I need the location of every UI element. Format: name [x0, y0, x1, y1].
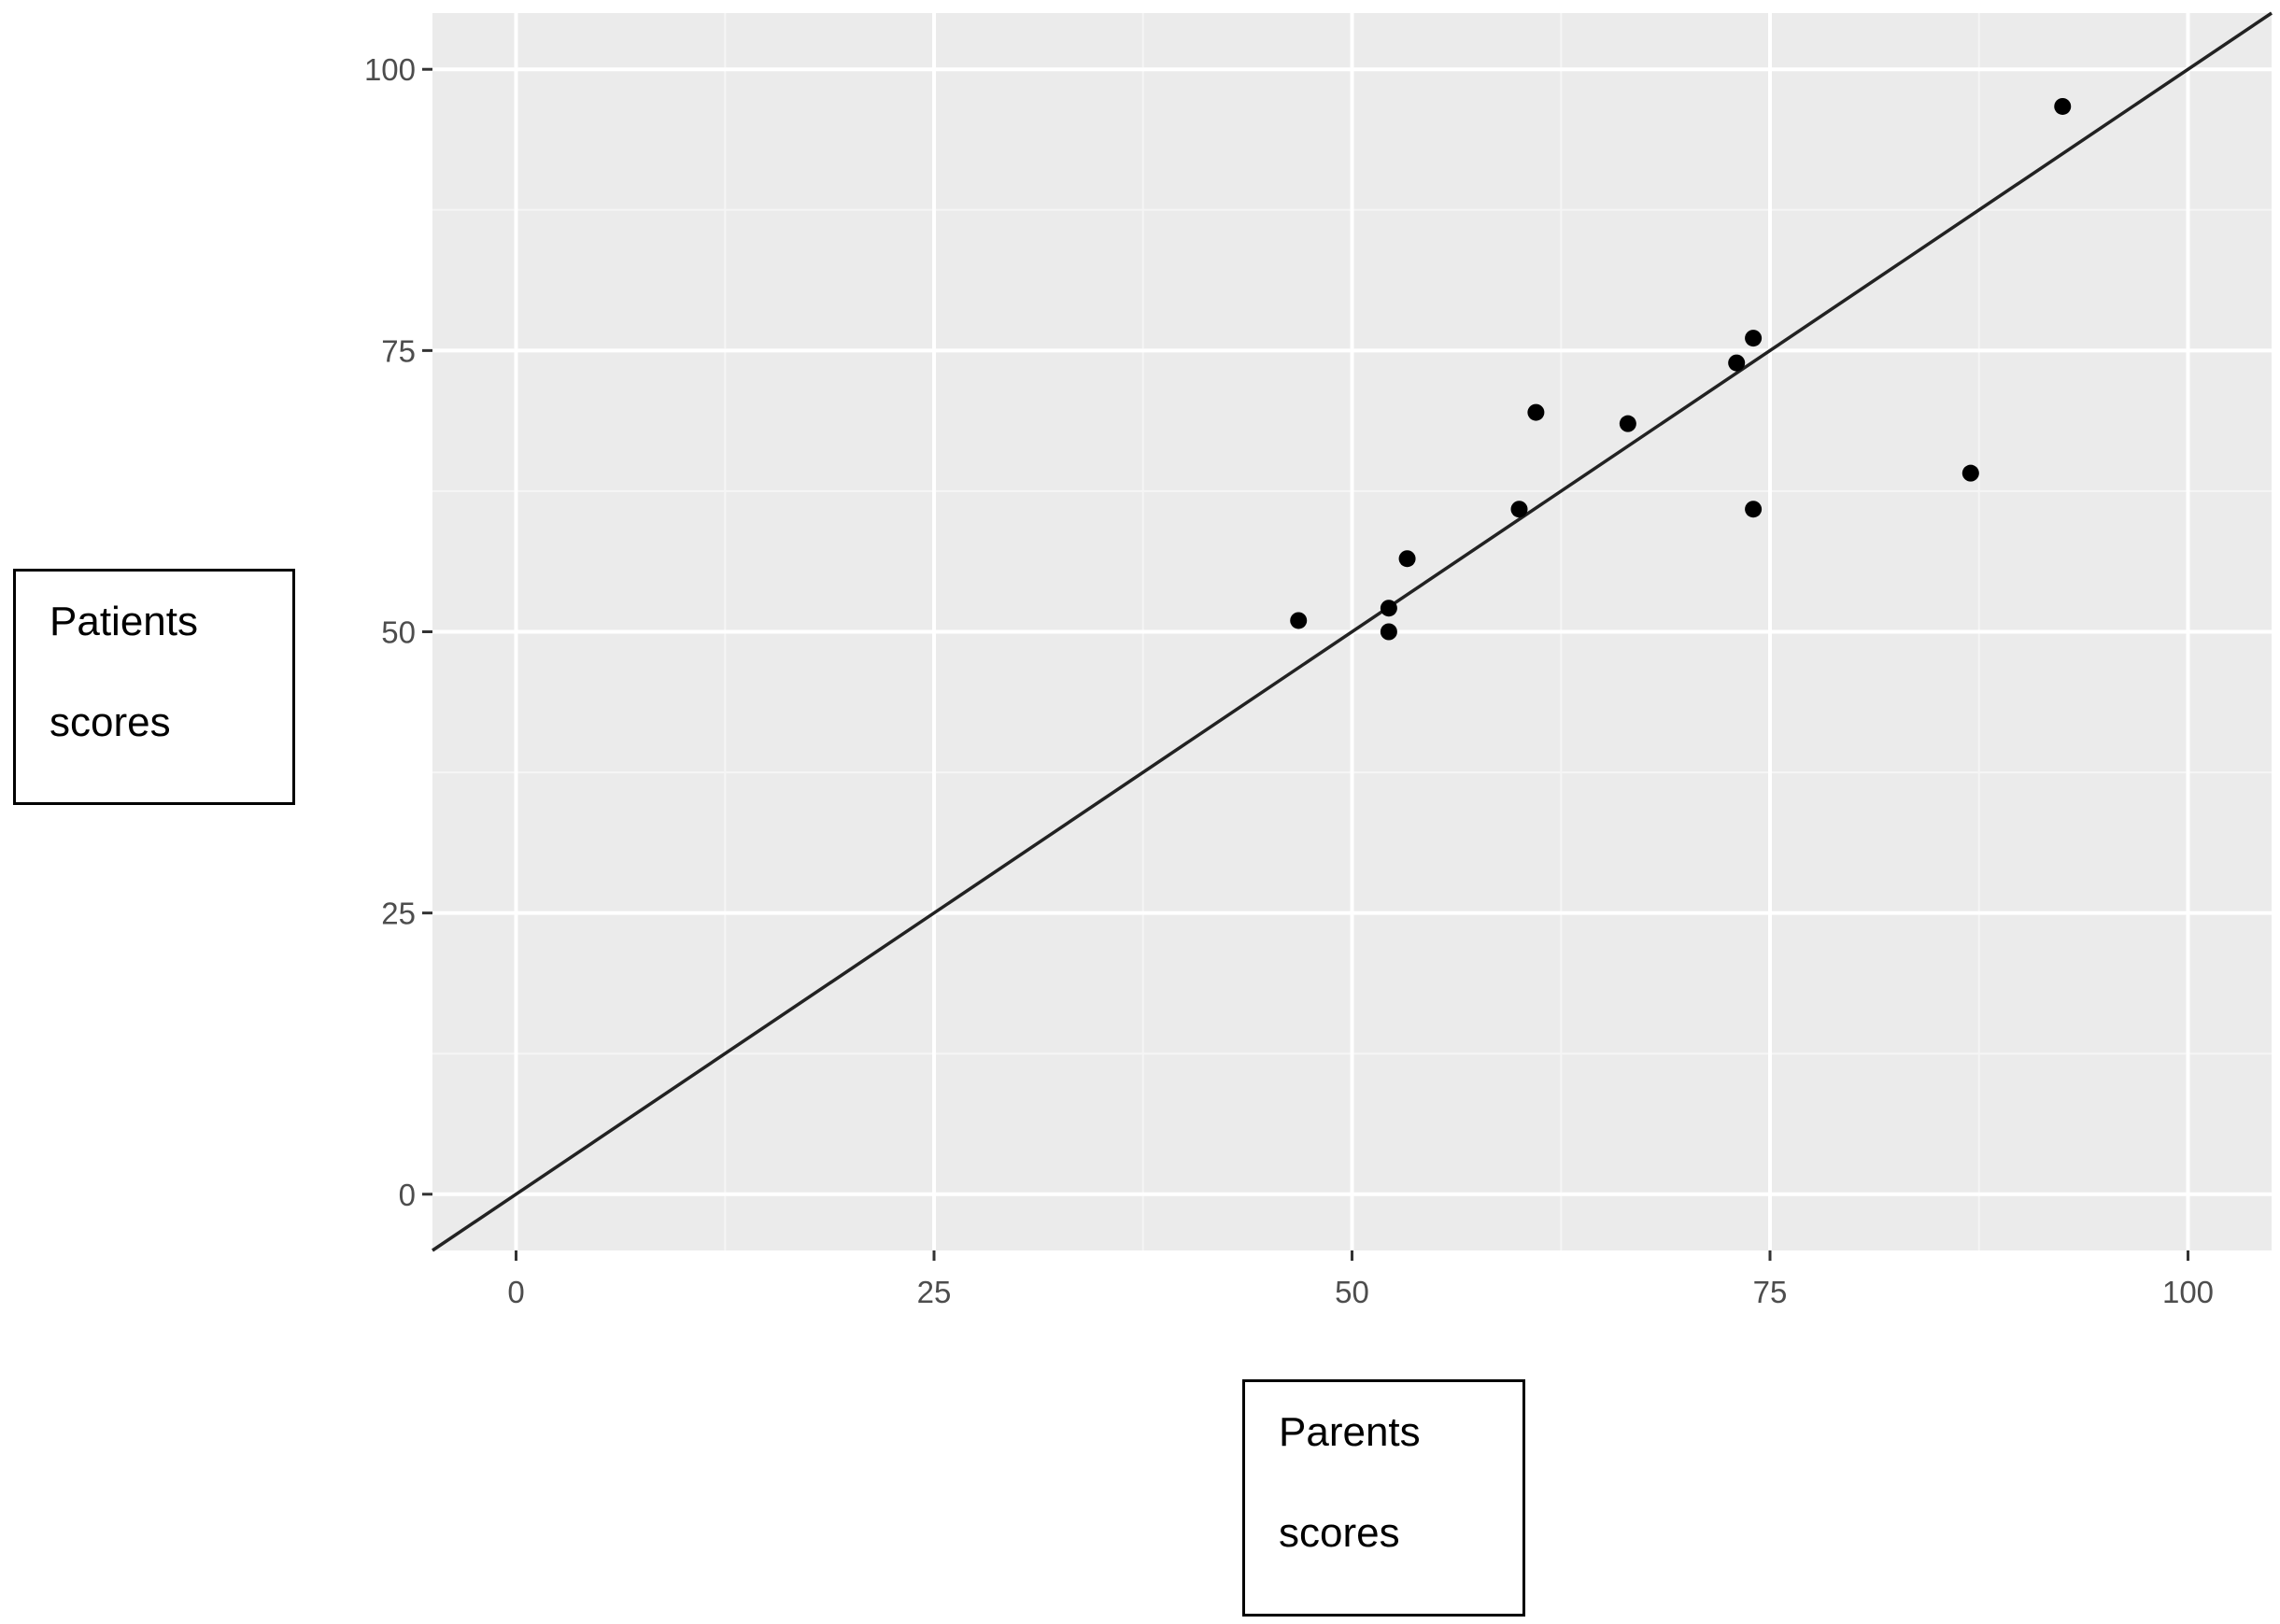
tick-labels: 0 25 50 75 100 0 25 50 75 100 [364, 52, 2214, 1309]
data-point [1527, 403, 1545, 421]
data-point [1380, 600, 1397, 617]
x-tick-label: 100 [2162, 1275, 2214, 1309]
data-point [1728, 354, 1746, 372]
data-point [1619, 415, 1636, 432]
x-axis-label-box: Parents scores [1242, 1379, 1525, 1617]
data-point [1380, 623, 1397, 641]
data-point [1290, 612, 1308, 629]
data-point [1510, 501, 1528, 518]
x-tick-label: 75 [1753, 1275, 1788, 1309]
x-tick-label: 25 [917, 1275, 952, 1309]
y-axis-label-box: Patients scores [13, 569, 295, 805]
identity-line [432, 11, 2273, 1252]
data-point [1745, 501, 1763, 518]
data-point [1398, 550, 1416, 568]
y-axis-label-line-1: Patients [50, 599, 198, 644]
axis-ticks [422, 67, 2189, 1261]
y-tick-label: 50 [381, 615, 416, 650]
data-points [1290, 97, 2072, 641]
data-point [1961, 464, 1979, 482]
y-tick-label: 25 [381, 897, 416, 931]
y-tick-label: 0 [399, 1178, 416, 1212]
data-point [2054, 97, 2072, 115]
x-axis-label-line-2: scores [1279, 1510, 1400, 1556]
y-tick-label: 75 [381, 333, 416, 368]
y-tick-label: 100 [364, 52, 416, 87]
x-tick-label: 50 [1335, 1275, 1369, 1309]
y-axis-label-line-2: scores [50, 699, 171, 745]
x-tick-label: 0 [507, 1275, 524, 1309]
x-axis-label-line-1: Parents [1279, 1409, 1421, 1455]
data-point [1745, 330, 1763, 347]
